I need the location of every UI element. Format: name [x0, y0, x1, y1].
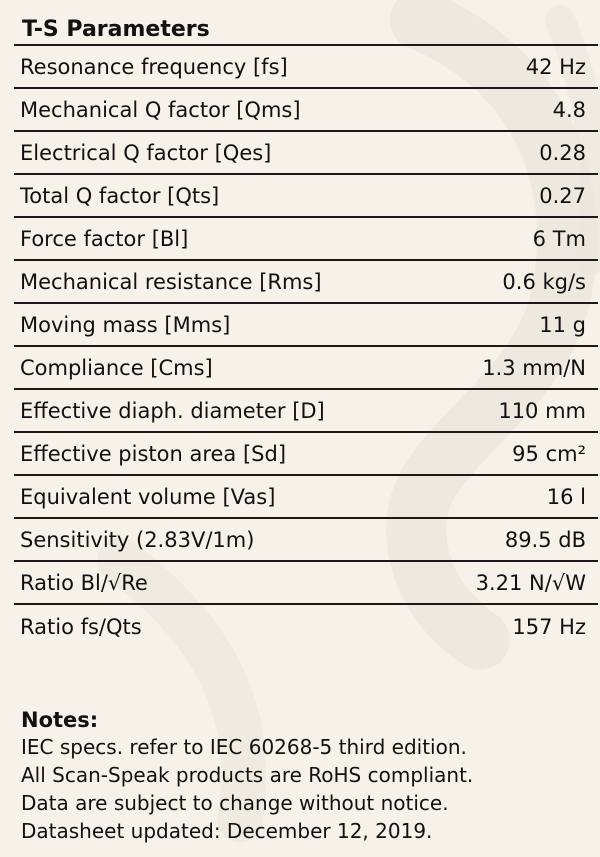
parameter-value: 4.8: [552, 97, 586, 122]
notes-title: Notes:: [21, 708, 99, 732]
table-title: T-S Parameters: [14, 16, 598, 46]
parameter-label: Mechanical resistance [Rms]: [20, 269, 322, 294]
parameter-value: 110 mm: [498, 398, 586, 423]
parameter-label: Ratio Bl/√Re: [20, 570, 148, 595]
parameter-value: 11 g: [539, 312, 586, 337]
parameter-value: 157 Hz: [512, 614, 586, 639]
parameter-value: 0.6 kg/s: [502, 269, 586, 294]
table-row: Mechanical Q factor [Qms] 4.8: [14, 89, 598, 132]
parameter-label: Force factor [Bl]: [20, 226, 189, 251]
parameter-value: 16 l: [546, 484, 586, 509]
parameter-value: 95 cm²: [512, 441, 586, 466]
parameter-label: Resonance frequency [fs]: [20, 54, 288, 79]
table-row: Total Q factor [Qts] 0.27: [14, 175, 598, 218]
table-row: Resonance frequency [fs] 42 Hz: [14, 46, 598, 89]
parameter-value: 0.28: [539, 140, 586, 165]
table-row: Moving mass [Mms] 11 g: [14, 304, 598, 347]
table-row: Force factor [Bl] 6 Tm: [14, 218, 598, 261]
note-line: IEC specs. refer to IEC 60268-5 third ed…: [21, 735, 467, 759]
parameter-value: 89.5 dB: [504, 527, 586, 552]
table-row: Compliance [Cms] 1.3 mm/N: [14, 347, 598, 390]
parameter-label: Total Q factor [Qts]: [20, 183, 220, 208]
parameter-value: 3.21 N/√W: [475, 570, 586, 595]
table-row: Electrical Q factor [Qes] 0.28: [14, 132, 598, 175]
note-line: Datasheet updated: December 12, 2019.: [21, 819, 433, 843]
table-body: Resonance frequency [fs] 42 Hz Mechanical …: [14, 46, 598, 648]
parameter-value: 42 Hz: [525, 54, 586, 79]
parameter-value: 0.27: [539, 183, 586, 208]
parameter-label: Compliance [Cms]: [20, 355, 213, 380]
parameter-value: 6 Tm: [532, 226, 586, 251]
parameter-label: Mechanical Q factor [Qms]: [20, 97, 301, 122]
parameter-label: Equivalent volume [Vas]: [20, 484, 276, 509]
notes-section: Notes: IEC specs. refer to IEC 60268-5 t…: [21, 707, 591, 845]
parameter-value: 1.3 mm/N: [482, 355, 586, 380]
table-row: Ratio Bl/√Re 3.21 N/√W: [14, 562, 598, 605]
table-row: Sensitivity (2.83V/1m) 89.5 dB: [14, 519, 598, 562]
table-row: Effective piston area [Sd] 95 cm²: [14, 433, 598, 476]
parameter-label: Electrical Q factor [Qes]: [20, 140, 272, 165]
note-line: Data are subject to change without notic…: [21, 791, 449, 815]
parameter-label: Sensitivity (2.83V/1m): [20, 527, 255, 552]
table-row: Mechanical resistance [Rms] 0.6 kg/s: [14, 261, 598, 304]
note-line: All Scan-Speak products are RoHS complia…: [21, 763, 474, 787]
parameter-label: Effective piston area [Sd]: [20, 441, 287, 466]
parameter-label: Moving mass [Mms]: [20, 312, 231, 337]
parameter-label: Effective diaph. diameter [D]: [20, 398, 325, 423]
table-row: Effective diaph. diameter [D] 110 mm: [14, 390, 598, 433]
ts-parameters-table: T-S Parameters Resonance frequency [fs] 4…: [14, 16, 598, 648]
table-row: Ratio fs/Qts 157 Hz: [14, 605, 598, 648]
parameter-label: Ratio fs/Qts: [20, 614, 142, 639]
notes-lines: IEC specs. refer to IEC 60268-5 third ed…: [21, 733, 591, 845]
table-row: Equivalent volume [Vas] 16 l: [14, 476, 598, 519]
